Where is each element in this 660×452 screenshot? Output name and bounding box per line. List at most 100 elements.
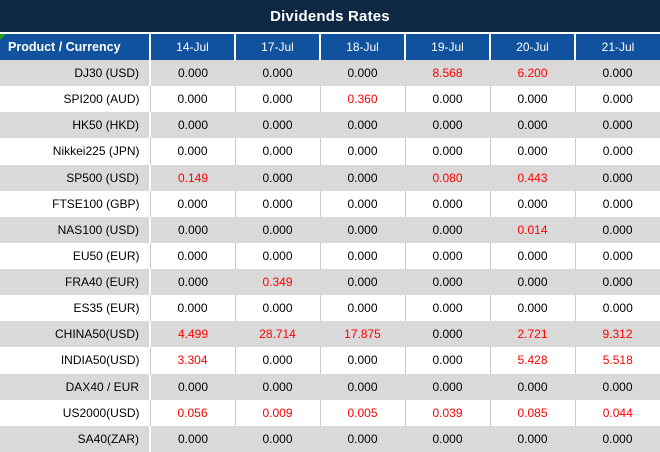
value-cell: 0.000 [320,60,405,87]
value-cell: 6.200 [490,60,575,87]
product-cell: FRA40 (EUR) [0,269,150,296]
value-cell: 0.000 [575,269,660,296]
table-row: INDIA50(USD) 3.304 0.000 0.000 0.000 5.428 5.5… [0,347,660,374]
table-row: SP500 (USD) 0.149 0.000 0.000 0.080 0.443 0.00… [0,164,660,191]
value-cell: 0.000 [234,138,320,165]
product-cell: ES35 (EUR) [0,295,150,322]
value-cell: 0.000 [404,242,490,269]
value-cell: 0.349 [235,269,320,296]
value-cell: 0.009 [234,399,320,426]
value-cell: 0.000 [405,321,490,348]
value-cell: 0.000 [234,242,320,269]
value-cell: 0.056 [149,399,235,426]
value-cell: 0.000 [405,269,490,296]
value-cell: 5.428 [489,347,575,374]
product-cell: DAX40 / EUR [0,373,150,400]
value-cell: 0.000 [320,164,405,191]
value-cell: 0.000 [490,269,575,296]
page-title: Dividends Rates [0,0,660,32]
value-cell: 0.000 [149,190,235,217]
table-row: FRA40 (EUR) 0.000 0.349 0.000 0.000 0.000 0.00… [0,269,660,296]
value-cell: 0.000 [320,112,405,139]
table-row: US2000(USD) 0.056 0.009 0.005 0.039 0.085 0.04… [0,399,660,426]
product-cell: NAS100 (USD) [0,216,150,243]
value-cell: 0.000 [405,216,490,243]
value-cell: 0.000 [490,425,575,452]
value-cell: 0.000 [574,242,660,269]
value-cell: 0.000 [405,112,490,139]
value-cell: 9.312 [575,321,660,348]
value-cell: 0.005 [319,399,405,426]
value-cell: 0.000 [574,138,660,165]
value-cell: 0.000 [574,190,660,217]
green-corner-marker-icon [0,34,6,40]
value-cell: 0.000 [404,138,490,165]
product-cell: DJ30 (USD) [0,60,150,87]
product-cell: Nikkei225 (JPN) [0,138,150,165]
table-row: SPI200 (AUD) 0.000 0.000 0.360 0.000 0.000 0.0… [0,86,660,113]
value-cell: 0.000 [149,60,235,87]
value-cell: 0.000 [149,373,235,400]
value-cell: 0.000 [235,425,320,452]
value-cell: 0.080 [405,164,490,191]
value-cell: 0.000 [235,60,320,87]
value-cell: 0.360 [319,86,405,113]
table-row: ES35 (EUR) 0.000 0.000 0.000 0.000 0.000 0.000 [0,295,660,322]
product-cell: SPI200 (AUD) [0,86,150,113]
value-cell: 0.000 [149,425,235,452]
product-cell: CHINA50(USD) [0,321,150,348]
product-cell: SA40(ZAR) [0,425,150,452]
column-header-date-2: 17-Jul [234,32,320,60]
value-cell: 0.149 [149,164,235,191]
value-cell: 0.039 [404,399,490,426]
value-cell: 0.000 [235,164,320,191]
value-cell: 0.000 [234,347,320,374]
product-cell: HK50 (HKD) [0,112,150,139]
value-cell: 17.875 [320,321,405,348]
value-cell: 0.000 [575,373,660,400]
value-cell: 0.000 [404,86,490,113]
column-header-date-1: 14-Jul [149,32,235,60]
column-header-label: Product / Currency [8,40,121,54]
value-cell: 0.000 [149,112,235,139]
value-cell: 5.518 [574,347,660,374]
value-cell: 0.000 [490,373,575,400]
table-row: SA40(ZAR) 0.000 0.000 0.000 0.000 0.000 0.000 [0,425,660,452]
value-cell: 0.000 [489,242,575,269]
table-row: Nikkei225 (JPN) 0.000 0.000 0.000 0.000 0.000… [0,138,660,165]
value-cell: 2.721 [490,321,575,348]
product-cell: US2000(USD) [0,399,150,426]
table-row: FTSE100 (GBP) 0.000 0.000 0.000 0.000 0.000 0.… [0,190,660,217]
value-cell: 0.000 [490,112,575,139]
value-cell: 0.000 [575,112,660,139]
column-header-date-3: 18-Jul [319,32,405,60]
value-cell: 0.000 [319,190,405,217]
value-cell: 0.000 [574,295,660,322]
value-cell: 0.000 [149,138,235,165]
value-cell: 0.000 [489,86,575,113]
value-cell: 0.000 [319,242,405,269]
value-cell: 0.000 [149,86,235,113]
table-row: HK50 (HKD) 0.000 0.000 0.000 0.000 0.000 0.000 [0,112,660,139]
value-cell: 0.000 [234,190,320,217]
value-cell: 0.000 [575,216,660,243]
product-cell: SP500 (USD) [0,164,150,191]
column-header-date-6: 21-Jul [574,32,660,60]
header-row: Product / Currency 14-Jul 17-Jul 18-Jul … [0,32,660,60]
value-cell: 0.000 [319,295,405,322]
dividends-table: Product / Currency 14-Jul 17-Jul 18-Jul … [0,32,660,452]
column-header-product-currency: Product / Currency [0,32,150,60]
value-cell: 0.000 [235,112,320,139]
value-cell: 0.000 [404,347,490,374]
value-cell: 3.304 [149,347,235,374]
value-cell: 4.499 [149,321,235,348]
table-body: DJ30 (USD) 0.000 0.000 0.000 8.568 6.200 0.000… [0,60,660,452]
value-cell: 0.000 [149,269,235,296]
value-cell: 0.000 [319,347,405,374]
value-cell: 0.443 [490,164,575,191]
column-header-date-4: 19-Jul [404,32,490,60]
value-cell: 0.000 [234,295,320,322]
table-row: CHINA50(USD) 4.499 28.714 17.875 0.000 2.721 9… [0,321,660,348]
value-cell: 0.000 [320,269,405,296]
value-cell: 0.000 [320,373,405,400]
